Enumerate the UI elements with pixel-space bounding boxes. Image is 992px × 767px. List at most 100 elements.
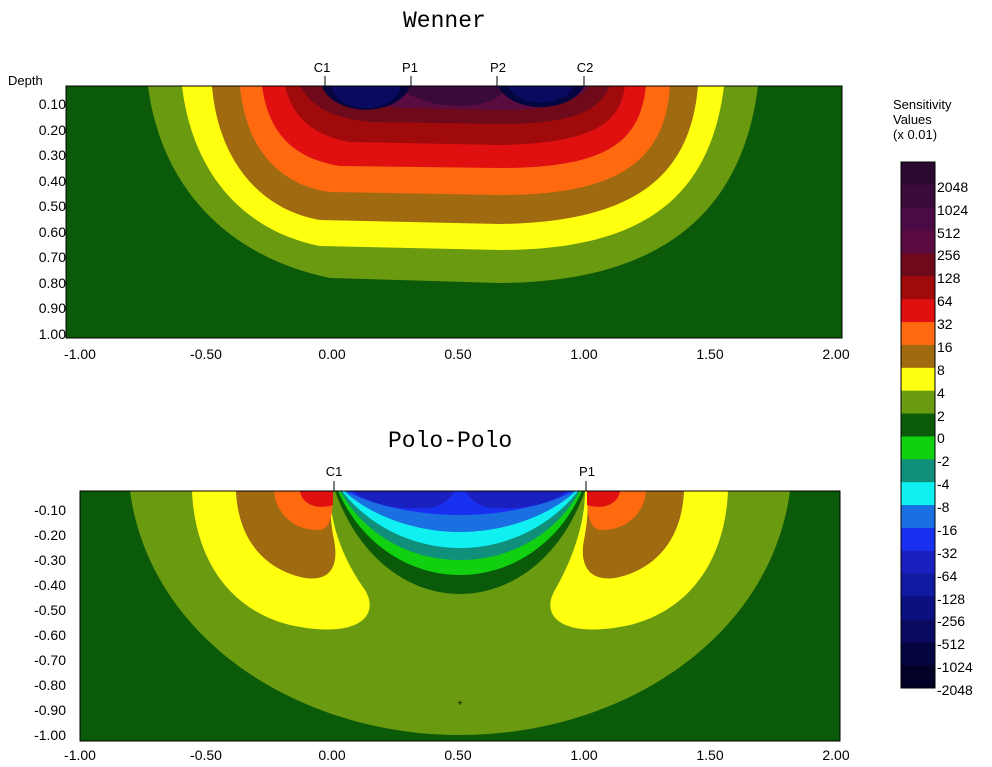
y-tick: 0.80 xyxy=(38,275,66,291)
legend-title-line: Values xyxy=(893,112,932,127)
legend-label: 0 xyxy=(937,430,945,447)
legend-title: Sensitivity Values (x 0.01) xyxy=(893,97,952,142)
x-tick: 1.50 xyxy=(696,747,724,763)
y-tick: 0.40 xyxy=(38,173,66,189)
electrode-label-c1-bottom: C1 xyxy=(325,464,343,479)
y-tick: -0.60 xyxy=(34,627,66,643)
legend-swatch xyxy=(901,299,935,323)
x-tick: 0.50 xyxy=(444,747,472,763)
contour-band-neg-p2c2-inner xyxy=(508,86,574,103)
legend-swatch xyxy=(901,344,935,369)
y-tick: 0.30 xyxy=(38,147,66,163)
legend-swatch xyxy=(901,230,935,254)
legend-swatch xyxy=(901,482,935,506)
legend-swatch xyxy=(901,619,935,643)
legend-swatch xyxy=(901,665,935,689)
legend-swatch xyxy=(901,253,935,277)
y-tick: 0.20 xyxy=(38,122,66,138)
y-tick: -0.50 xyxy=(34,602,66,618)
legend-label: -16 xyxy=(937,521,958,538)
contour-band-512 xyxy=(395,86,510,106)
legend-label: -2048 xyxy=(937,682,973,698)
y-tick: -0.40 xyxy=(34,577,66,593)
contour-band-neg-64-right xyxy=(465,491,568,509)
legend-label: 1024 xyxy=(937,201,969,218)
contour-band-32-left xyxy=(300,491,333,507)
contour-band-neg-c1p1-inner xyxy=(332,86,400,108)
x-tick: -0.50 xyxy=(190,346,222,362)
y-tick: 0.10 xyxy=(38,96,66,112)
y-tick: 0.90 xyxy=(38,300,66,316)
legend-swatch xyxy=(901,436,935,460)
x-tick: 0.50 xyxy=(444,346,472,362)
legend-swatch xyxy=(901,527,935,552)
x-tick: 1.00 xyxy=(570,346,598,362)
x-tick: 1.50 xyxy=(696,346,724,362)
legend-label: -2 xyxy=(937,453,950,470)
y-tick: 0.60 xyxy=(38,224,66,240)
legend-label: 64 xyxy=(937,293,953,310)
legend-swatch xyxy=(901,184,935,209)
legend-swatch xyxy=(901,322,935,346)
legend-label: -32 xyxy=(937,544,958,561)
contour-band-32-right xyxy=(587,491,620,507)
legend-swatch xyxy=(901,367,935,392)
legend-label: -256 xyxy=(937,613,966,630)
plot-frame xyxy=(79,490,841,742)
y-tick: -0.90 xyxy=(34,702,66,718)
y-tick: 0.70 xyxy=(38,249,66,265)
x-tick: -1.00 xyxy=(64,747,96,763)
legend-swatch xyxy=(901,642,935,666)
x-tick: 0.00 xyxy=(318,747,346,763)
legend-swatch xyxy=(901,459,935,483)
electrode-label-p1: P1 xyxy=(402,60,418,75)
x-tick: 0.00 xyxy=(318,346,346,362)
y-tick: -0.10 xyxy=(34,502,66,518)
legend-label: 512 xyxy=(937,224,961,241)
y-tick: -1.00 xyxy=(34,727,66,743)
x-tick: 1.00 xyxy=(570,747,598,763)
center-marker: + xyxy=(457,698,462,708)
contour-band-neg-64-left xyxy=(352,491,455,509)
legend-swatch xyxy=(901,390,935,415)
legend-label: 4 xyxy=(937,384,945,401)
wenner-plot xyxy=(65,76,843,339)
chart-title-polo-polo: Polo-Polo xyxy=(388,428,513,454)
legend-label: -4 xyxy=(937,476,950,493)
legend-colorbar xyxy=(900,161,936,689)
electrode-label-p1-bottom: P1 xyxy=(579,464,595,479)
y-tick: -0.20 xyxy=(34,527,66,543)
legend-label: 2 xyxy=(937,407,945,424)
legend-swatch xyxy=(901,596,935,620)
y-tick: -0.80 xyxy=(34,677,66,693)
electrode-label-c2: C2 xyxy=(576,60,594,75)
y-axis-label: Depth xyxy=(8,73,43,88)
legend-swatch xyxy=(901,207,935,232)
y-tick: 1.00 xyxy=(38,326,66,342)
plot-frame xyxy=(65,85,843,339)
y-tick: -0.30 xyxy=(34,552,66,568)
legend-swatch xyxy=(901,573,935,598)
legend-label: 32 xyxy=(937,316,953,333)
chart-title-wenner: Wenner xyxy=(403,8,486,34)
legend-label: 8 xyxy=(937,361,945,378)
x-tick: -0.50 xyxy=(190,747,222,763)
y-tick: 0.50 xyxy=(38,198,66,214)
y-tick: -0.70 xyxy=(34,652,66,668)
polo-polo-plot: + xyxy=(79,481,841,742)
legend-swatch xyxy=(901,413,935,437)
legend-label: 16 xyxy=(937,338,953,355)
legend-title-line: Sensitivity xyxy=(893,97,952,112)
legend-label: -64 xyxy=(937,567,958,584)
legend-swatch xyxy=(901,505,935,529)
legend-frame xyxy=(900,161,936,689)
legend-label: 128 xyxy=(937,270,961,287)
legend-title-line: (x 0.01) xyxy=(893,127,938,142)
legend-swatch xyxy=(901,550,935,575)
x-tick: 2.00 xyxy=(822,346,850,362)
legend-label: 256 xyxy=(937,247,961,264)
legend-label: -8 xyxy=(937,499,950,516)
electrode-label-c1: C1 xyxy=(313,60,331,75)
legend-label: -128 xyxy=(937,590,966,607)
